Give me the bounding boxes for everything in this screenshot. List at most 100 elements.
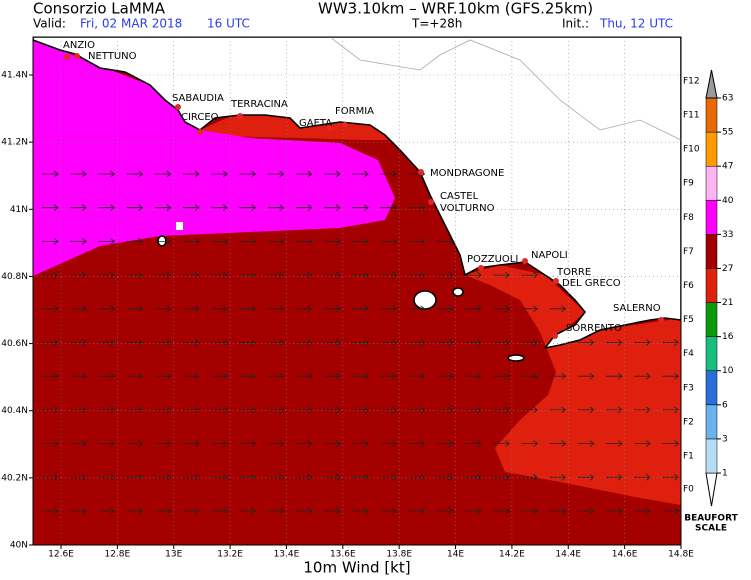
wind-arrow <box>70 440 87 447</box>
legend-swatch <box>705 472 718 507</box>
legend-knots: 47 <box>722 162 733 172</box>
wind-arrow <box>606 372 623 380</box>
place-dot <box>175 104 181 110</box>
wind-arrow <box>549 440 567 447</box>
wind-arrow <box>126 339 144 346</box>
place-dot <box>553 278 559 284</box>
legend-beaufort: F2 <box>683 417 694 427</box>
place-label: POZZUOLI <box>467 254 518 265</box>
wind-arrow <box>98 339 116 346</box>
wind-arrow <box>380 204 398 212</box>
legend-knots: 21 <box>722 298 733 308</box>
x-tick-label: 13.2E <box>217 550 243 560</box>
wind-arrow <box>493 507 510 515</box>
wind-arrow <box>352 440 369 447</box>
wind-arrow <box>126 204 144 212</box>
place-dot <box>74 53 80 59</box>
wind-arrow <box>267 406 285 414</box>
legend-knots: 27 <box>722 264 733 274</box>
wind-arrow <box>42 204 59 212</box>
wind-arrow <box>267 440 285 447</box>
wind-arrow <box>606 440 623 447</box>
wind-arrow <box>154 372 172 380</box>
wind-arrow <box>521 372 539 380</box>
legend-swatch <box>705 336 718 371</box>
grid <box>33 37 681 545</box>
legend-swatch <box>705 268 718 303</box>
wind-arrow <box>465 305 482 313</box>
wind-arrow <box>549 372 567 380</box>
legend-swatch <box>705 234 718 269</box>
place-dot <box>64 54 70 60</box>
wind-arrow <box>70 305 87 313</box>
wind-arrow <box>239 271 257 279</box>
wind-arrow <box>183 238 200 245</box>
wind-arrow <box>521 271 539 279</box>
wind-arrow <box>183 440 200 447</box>
place-label: TORRE <box>556 267 591 278</box>
wind-arrow <box>126 238 144 245</box>
place-label: SORRENTO <box>566 323 622 334</box>
place-label: CASTEL <box>440 191 479 202</box>
wind-arrow <box>267 271 285 279</box>
wind-arrow <box>295 406 313 414</box>
wind-arrow <box>408 271 426 279</box>
wind-arrow <box>408 507 426 515</box>
legend-beaufort: F0 <box>683 485 694 495</box>
wind-arrow <box>352 271 369 279</box>
place-dot <box>428 199 434 205</box>
wind-arrow <box>267 473 285 481</box>
wind-arrow <box>352 507 369 515</box>
place-dot <box>658 317 664 323</box>
wind-arrow <box>324 339 341 346</box>
wind-arrow <box>606 507 623 515</box>
wind-arrow <box>183 271 200 279</box>
y-tick-label: 40N <box>10 541 28 551</box>
wind-arrow <box>324 170 341 178</box>
legend-knots: 1 <box>722 469 728 479</box>
wind-arrow <box>521 305 539 313</box>
wind-arrow <box>606 406 623 414</box>
place-label: ANZIO <box>63 40 95 51</box>
wind-arrow <box>465 507 482 515</box>
wind-arrow <box>577 372 595 380</box>
wind-arrow <box>324 372 341 380</box>
island <box>452 287 464 297</box>
wind-arrow <box>183 507 200 515</box>
place-label: NETTUNO <box>88 51 137 62</box>
wind-arrow <box>70 507 87 515</box>
y-tick-label: 41.4N <box>1 71 28 81</box>
wind-arrow <box>70 339 87 346</box>
wind-arrow <box>42 507 59 515</box>
wind-arrow <box>380 507 398 515</box>
wind-arrow <box>154 339 172 346</box>
wind-arrow <box>70 406 87 414</box>
wind-arrow <box>493 271 510 279</box>
wind-arrow <box>183 473 200 481</box>
wind-arrow <box>295 507 313 515</box>
wind-arrow <box>239 204 257 212</box>
island <box>413 290 437 310</box>
wind-arrow <box>380 170 398 178</box>
wind-arrow <box>295 170 313 178</box>
wind-arrow <box>493 473 510 481</box>
wind-arrow <box>577 406 595 414</box>
wind-arrow <box>521 507 539 515</box>
wind-arrow <box>380 339 398 346</box>
wind-arrow <box>436 406 454 414</box>
legend-swatch <box>705 404 718 440</box>
legend-swatch <box>705 97 718 133</box>
wind-arrow <box>634 473 651 481</box>
wind-arrow <box>465 406 482 414</box>
wind-arrow <box>211 204 228 212</box>
init-value: Thu, 12 UTC <box>599 17 673 31</box>
place-dot <box>342 122 348 128</box>
wind-arrow <box>211 271 228 279</box>
wind-arrow <box>239 339 257 346</box>
legend-swatch <box>705 370 718 406</box>
wind-arrow <box>352 339 369 346</box>
wind-arrow <box>70 170 87 178</box>
wind-arrow <box>408 372 426 380</box>
place-label: SALERNO <box>613 303 661 314</box>
